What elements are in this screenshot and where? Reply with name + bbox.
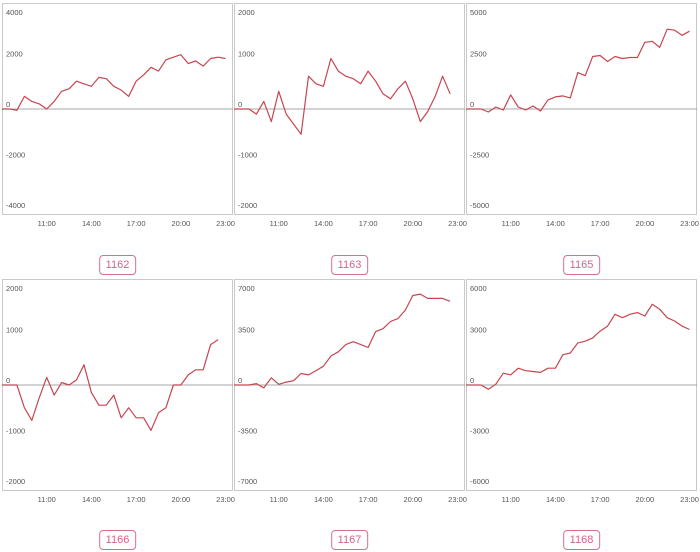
chart-id-badge[interactable]: 1165 — [562, 255, 601, 275]
series-line — [2, 54, 226, 111]
y-tick-label: 3000 — [470, 326, 487, 335]
y-tick-label: 2500 — [470, 50, 487, 59]
x-tick-label: 23:00 — [448, 219, 467, 228]
line-chart: 4000 2000 0 -2000 -4000 11:00 14:00 17:00 20:00 2… — [2, 3, 235, 228]
x-tick-label: 17:00 — [591, 495, 610, 504]
y-tick-label: 0 — [238, 376, 242, 385]
chart-id-badge[interactable]: 1167 — [330, 530, 369, 550]
y-tick-label: -4000 — [6, 201, 25, 210]
x-tick-label: 14:00 — [314, 219, 333, 228]
series-line — [466, 303, 690, 390]
y-tick-label: 0 — [6, 100, 10, 109]
x-tick-label: 14:00 — [314, 495, 333, 504]
line-chart: 6000 3000 0 -3000 -6000 11:00 14:00 17:00 20:00 2… — [466, 279, 699, 504]
line-chart: 7000 3500 0 -3500 -7000 11:00 14:00 17:00 20:00 2… — [234, 279, 467, 504]
x-tick-label: 17:00 — [359, 219, 378, 228]
series-line — [234, 57, 451, 135]
x-tick-label: 20:00 — [403, 219, 422, 228]
y-tick-label: -3000 — [470, 427, 489, 436]
x-tick-label: 23:00 — [216, 219, 235, 228]
x-tick-label: 11:00 — [38, 495, 56, 504]
series-line — [2, 339, 219, 431]
chart-id-badge[interactable]: 1163 — [330, 255, 369, 275]
x-tick-label: 17:00 — [359, 495, 378, 504]
chart-panel: 2000 1000 0 -1000 -2000 11:00 14:00 17:00 20:00 2… — [2, 279, 235, 509]
y-tick-label: 4000 — [6, 8, 23, 17]
x-tick-label: 23:00 — [216, 495, 235, 504]
y-tick-label: -1000 — [6, 427, 25, 436]
y-tick-label: 6000 — [470, 284, 487, 293]
x-tick-label: 23:00 — [680, 495, 699, 504]
x-tick-label: 17:00 — [127, 495, 146, 504]
x-tick-label: 11:00 — [502, 219, 520, 228]
x-tick-label: 17:00 — [127, 219, 146, 228]
y-tick-label: 2000 — [6, 284, 23, 293]
y-tick-label: 1000 — [6, 326, 23, 335]
x-tick-label: 11:00 — [270, 495, 288, 504]
line-chart: 2000 1000 0 -1000 -2000 11:00 14:00 17:00 20:00 2… — [2, 279, 235, 504]
y-tick-label: -6000 — [470, 477, 489, 486]
y-tick-label: 5000 — [470, 8, 487, 17]
x-tick-label: 14:00 — [546, 219, 565, 228]
y-tick-label: 0 — [470, 376, 474, 385]
y-tick-label: 0 — [6, 376, 10, 385]
y-tick-label: 2000 — [238, 8, 255, 17]
x-tick-label: 20:00 — [171, 495, 190, 504]
y-tick-label: 2000 — [6, 50, 23, 59]
x-tick-label: 17:00 — [591, 219, 610, 228]
line-chart: 5000 2500 0 -2500 -5000 11:00 14:00 17:00 20:00 2… — [466, 3, 699, 228]
chart-id-badge[interactable]: 1166 — [98, 530, 137, 550]
x-tick-label: 11:00 — [38, 219, 56, 228]
x-tick-label: 20:00 — [635, 219, 654, 228]
chart-id-badge[interactable]: 1162 — [98, 255, 137, 275]
chart-panel: 5000 2500 0 -2500 -5000 11:00 14:00 17:00 20:00 2… — [466, 3, 699, 233]
x-tick-label: 23:00 — [680, 219, 699, 228]
y-tick-label: 3500 — [238, 326, 255, 335]
x-tick-label: 14:00 — [82, 495, 101, 504]
y-tick-label: -2500 — [470, 151, 489, 160]
y-tick-label: -3500 — [238, 427, 257, 436]
x-tick-label: 20:00 — [403, 495, 422, 504]
x-tick-label: 20:00 — [171, 219, 190, 228]
y-tick-label: 0 — [470, 100, 474, 109]
chart-panel: 7000 3500 0 -3500 -7000 11:00 14:00 17:00 20:00 2… — [234, 279, 467, 509]
y-tick-label: -1000 — [238, 151, 257, 160]
y-tick-label: -7000 — [238, 477, 257, 486]
y-tick-label: -2000 — [6, 477, 25, 486]
y-tick-label: -5000 — [470, 201, 489, 210]
y-tick-label: 7000 — [238, 284, 255, 293]
x-tick-label: 11:00 — [270, 219, 288, 228]
y-tick-label: 0 — [238, 100, 242, 109]
series-line — [466, 28, 690, 113]
series-line — [234, 293, 451, 389]
chart-panel: 2000 1000 0 -1000 -2000 11:00 14:00 17:00 20:00 2… — [234, 3, 467, 233]
x-tick-label: 20:00 — [635, 495, 654, 504]
chart-panel: 6000 3000 0 -3000 -6000 11:00 14:00 17:00 20:00 2… — [466, 279, 699, 509]
chart-id-badge[interactable]: 1168 — [562, 530, 601, 550]
y-tick-label: -2000 — [6, 151, 25, 160]
x-tick-label: 14:00 — [82, 219, 101, 228]
x-tick-label: 11:00 — [502, 495, 520, 504]
y-tick-label: -2000 — [238, 201, 257, 210]
line-chart: 2000 1000 0 -1000 -2000 11:00 14:00 17:00 20:00 2… — [234, 3, 467, 228]
x-tick-label: 23:00 — [448, 495, 467, 504]
x-tick-label: 14:00 — [546, 495, 565, 504]
chart-panel: 4000 2000 0 -2000 -4000 11:00 14:00 17:00 20:00 2… — [2, 3, 235, 233]
y-tick-label: 1000 — [238, 50, 255, 59]
